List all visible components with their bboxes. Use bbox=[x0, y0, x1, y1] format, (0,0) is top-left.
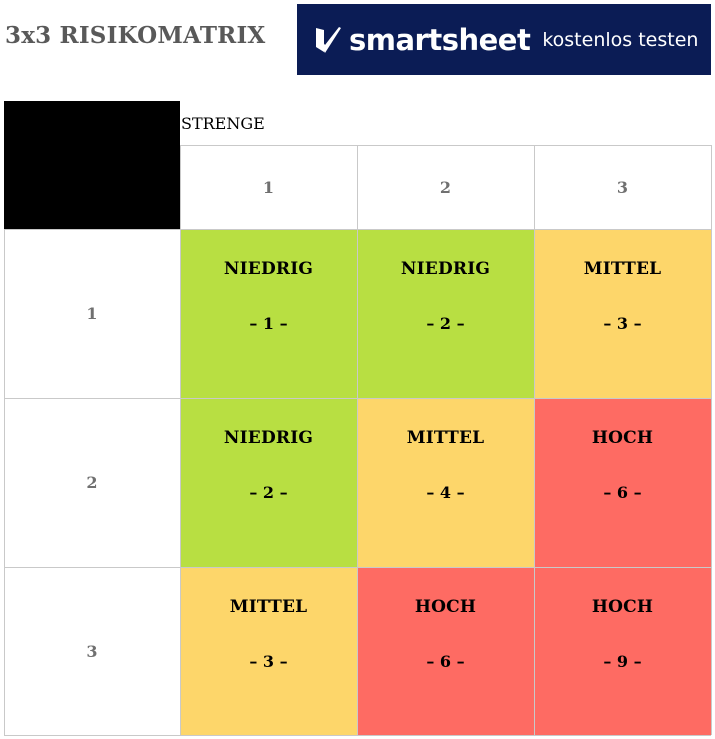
risk-level: MITTEL bbox=[229, 597, 308, 617]
grid-line bbox=[180, 145, 181, 735]
risk-level: HOCH bbox=[591, 597, 654, 617]
risk-score: – 9 – bbox=[603, 652, 642, 671]
grid-line bbox=[180, 145, 711, 146]
column-header-label: 2 bbox=[439, 177, 452, 197]
risk-level: NIEDRIG bbox=[223, 428, 314, 448]
risk-level: MITTEL bbox=[583, 259, 662, 279]
risk-score: – 3 – bbox=[603, 314, 642, 333]
risk-cell: HOCH – 9 – bbox=[534, 567, 711, 735]
page-title: 3x3 RISIKOMATRIX bbox=[5, 22, 266, 49]
row-header-label: 3 bbox=[86, 641, 98, 661]
risk-score: – 3 – bbox=[249, 652, 288, 671]
risk-level: HOCH bbox=[591, 428, 654, 448]
risk-cell: HOCH – 6 – bbox=[357, 567, 534, 735]
risk-score: – 1 – bbox=[249, 314, 288, 333]
grid-line bbox=[711, 145, 712, 735]
risk-cell: NIEDRIG – 1 – bbox=[180, 229, 357, 398]
risk-cell: NIEDRIG – 2 – bbox=[357, 229, 534, 398]
grid-line bbox=[357, 145, 358, 735]
risk-score: – 6 – bbox=[426, 652, 465, 671]
column-header: 1 bbox=[180, 145, 357, 229]
row-header: 3 bbox=[4, 567, 180, 735]
axis-label-strenge: STRENGE bbox=[181, 114, 265, 133]
risk-score: – 6 – bbox=[603, 483, 642, 502]
column-header: 3 bbox=[534, 145, 711, 229]
risk-score: – 2 – bbox=[426, 314, 465, 333]
banner-cta: kostenlos testen bbox=[542, 28, 699, 51]
grid-line bbox=[4, 735, 711, 736]
row-header: 1 bbox=[4, 229, 180, 398]
risk-level: NIEDRIG bbox=[223, 259, 314, 279]
risk-cell: MITTEL – 3 – bbox=[534, 229, 711, 398]
column-header-label: 3 bbox=[616, 177, 629, 197]
grid-line bbox=[534, 145, 535, 735]
smartsheet-trial-banner[interactable]: smartsheet kostenlos testen bbox=[297, 4, 711, 75]
smartsheet-logo-icon bbox=[316, 26, 341, 53]
risk-score: – 2 – bbox=[249, 483, 288, 502]
risk-cell: MITTEL – 3 – bbox=[180, 567, 357, 735]
risk-cell: HOCH – 6 – bbox=[534, 398, 711, 567]
risk-level: NIEDRIG bbox=[400, 259, 491, 279]
risk-level: HOCH bbox=[414, 597, 477, 617]
row-header: 2 bbox=[4, 398, 180, 567]
column-header: 2 bbox=[357, 145, 534, 229]
risk-cell: NIEDRIG – 2 – bbox=[180, 398, 357, 567]
risk-score: – 4 – bbox=[426, 483, 465, 502]
risk-level: MITTEL bbox=[406, 428, 485, 448]
corner-block bbox=[4, 101, 180, 229]
column-header-label: 1 bbox=[262, 177, 275, 197]
risk-cell: MITTEL – 4 – bbox=[357, 398, 534, 567]
grid-line bbox=[4, 229, 5, 735]
row-header-label: 1 bbox=[86, 304, 98, 323]
row-header-label: 2 bbox=[86, 473, 98, 492]
banner-brand: smartsheet bbox=[349, 22, 531, 57]
